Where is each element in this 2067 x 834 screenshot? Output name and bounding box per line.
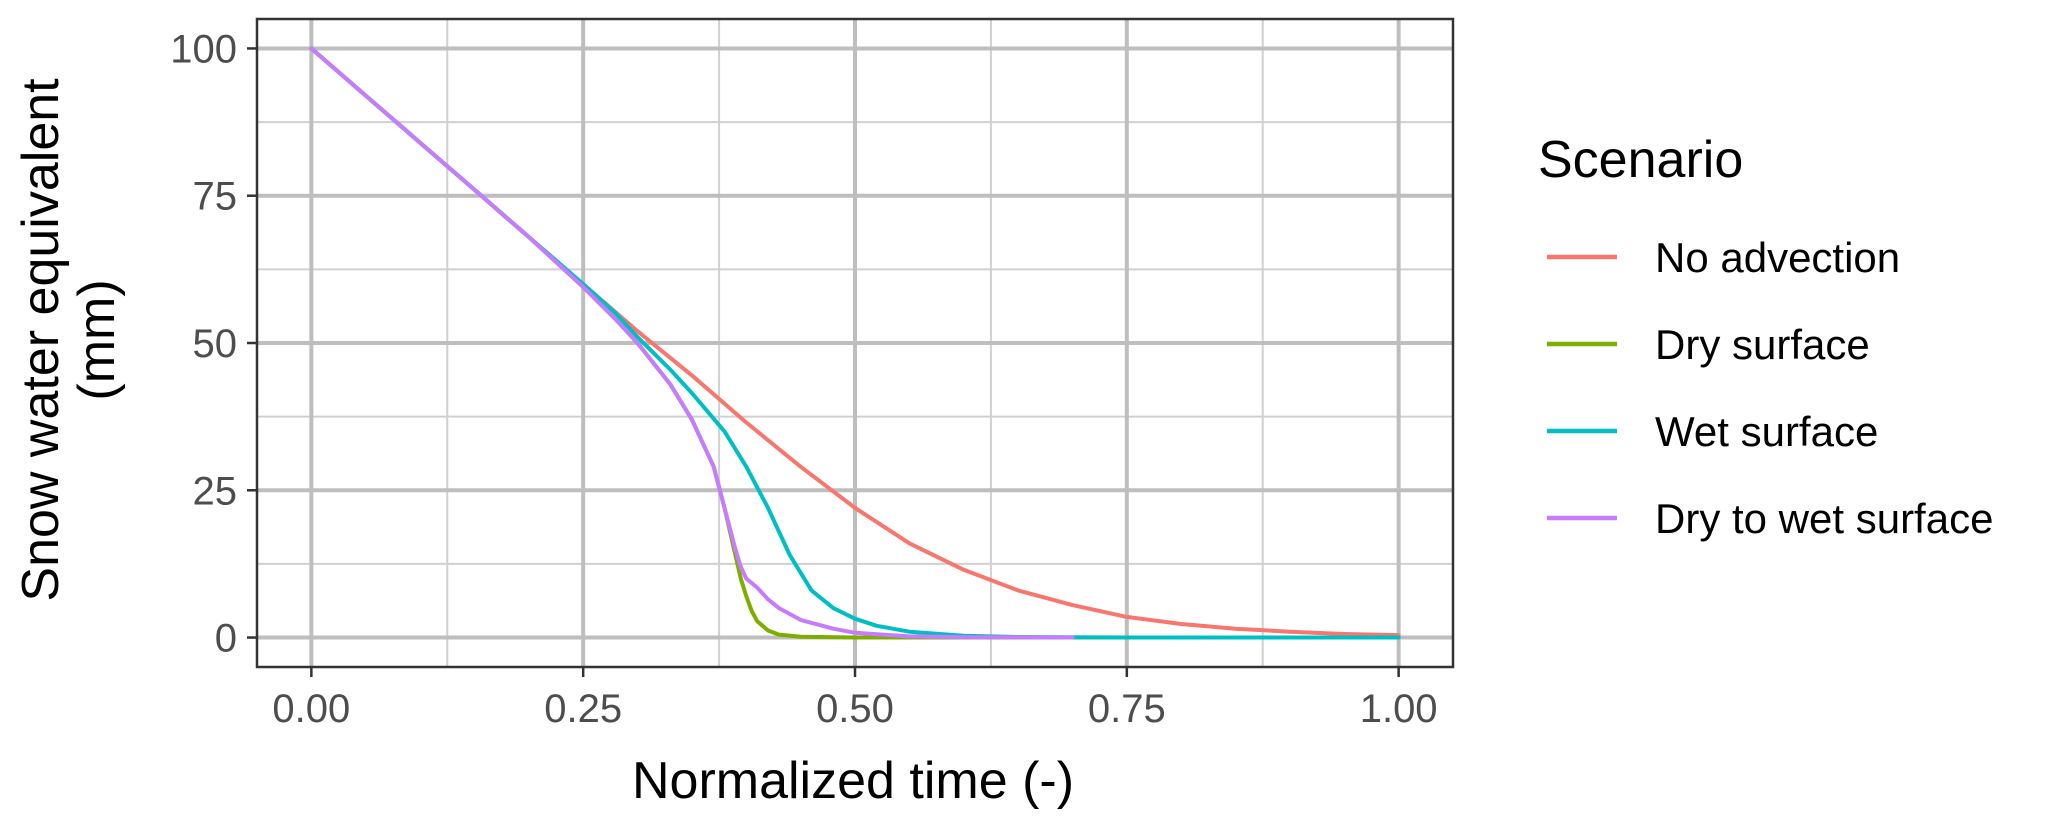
legend-label-no-advection: No advection (1655, 234, 1900, 281)
y-tick-label: 100 (170, 27, 237, 71)
x-tick-label: 0.00 (272, 687, 350, 731)
legend-item-dry-surface: Dry surface (1547, 321, 1870, 368)
y-tick-label: 75 (193, 175, 238, 219)
x-tick-label: 0.25 (544, 687, 622, 731)
series-layer (309, 46, 1401, 640)
grid-layer (257, 19, 1453, 667)
legend-items: No advection Dry surface Wet surface Dry to… (1547, 234, 1993, 542)
x-tick-label: 1.00 (1360, 687, 1438, 731)
legend-label-dry-to-wet-surface: Dry to wet surface (1655, 495, 1993, 542)
legend-item-no-advection: No advection (1547, 234, 1900, 281)
axis-layer: 0.00 0.25 0.50 0.75 1.00 0 25 50 75 100 (170, 27, 1437, 731)
legend-item-wet-surface: Wet surface (1547, 408, 1878, 455)
y-tick-label: 0 (215, 617, 237, 661)
series-line-dry-to-wet-surface (309, 46, 1075, 640)
legend: Scenario No advection Dry surface Wet surf… (1538, 131, 1993, 542)
legend-label-dry-surface: Dry surface (1655, 321, 1870, 368)
y-tick-label: 25 (193, 469, 238, 513)
x-axis-title: Normalized time (-) (632, 752, 1074, 810)
y-axis-title-line-1: Snow water equivalent (12, 78, 70, 602)
y-tick-label: 50 (193, 322, 238, 366)
y-axis-title-line-2: (mm) (68, 279, 126, 400)
x-tick-label: 0.50 (816, 687, 894, 731)
legend-item-dry-to-wet-surface: Dry to wet surface (1547, 495, 1993, 542)
y-axis-title: Snow water equivalent (mm) (12, 78, 126, 602)
legend-label-wet-surface: Wet surface (1655, 408, 1878, 455)
legend-title: Scenario (1538, 131, 1743, 189)
x-tick-label: 0.75 (1088, 687, 1166, 731)
